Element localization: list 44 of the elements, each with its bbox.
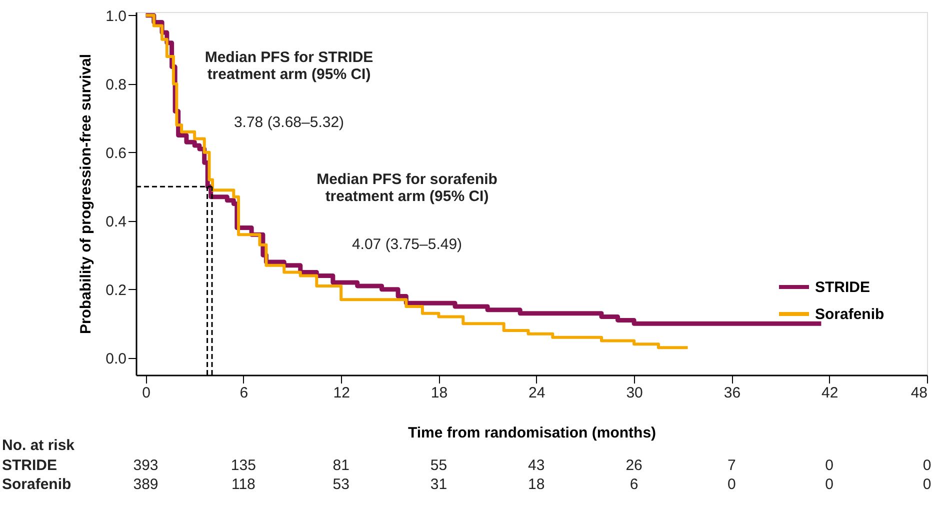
text: 81 [332, 457, 350, 474]
y-axis-title: Probability of progression-free survival [78, 54, 95, 334]
x-tick-label: 30 [626, 384, 643, 402]
text: 0 [728, 476, 736, 493]
y-tick-label: 1.0 [106, 8, 126, 25]
y-tick-label: 0.4 [106, 213, 126, 230]
annotation: Median PFS for STRIDE treatment arm (95% CI) [204, 49, 374, 83]
x-tick-label: 48 [910, 384, 928, 402]
text: 6 [630, 476, 638, 493]
x-tick-label: 42 [822, 384, 838, 402]
text: 53 [332, 476, 350, 493]
text: 389 [133, 476, 158, 493]
x-axis-title: Time from randomisation (months) [408, 424, 656, 442]
text: 118 [231, 476, 256, 493]
text: 26 [626, 457, 642, 474]
annotation: 4.07 (3.75–5.49) [352, 236, 462, 253]
x-tick-label: 24 [528, 384, 546, 402]
x-tick-label: 6 [240, 384, 248, 402]
x-tick-label: 0 [142, 384, 150, 402]
text: STRIDE [2, 457, 58, 474]
text: 0 [922, 457, 932, 474]
text: 7 [728, 457, 736, 474]
x-tick-label: 36 [724, 384, 741, 402]
text: 0 [825, 476, 834, 493]
text: 393 [133, 457, 158, 474]
text: 43 [528, 457, 545, 474]
y-tick-label: 0.8 [106, 76, 126, 94]
text: 18 [528, 476, 545, 493]
text: 0 [922, 476, 932, 493]
annotation: 3.78 (3.68–5.32) [234, 114, 344, 131]
x-tick-label: 12 [333, 384, 350, 402]
legend-label: STRIDE [815, 279, 870, 296]
y-tick-label: 0.6 [106, 144, 126, 162]
y-tick-label: 0.0 [106, 350, 126, 368]
y-tick-label: 0.2 [106, 282, 126, 299]
x-tick-label: 18 [430, 384, 448, 402]
text: 135 [230, 457, 256, 474]
legend-label: Sorafenib [815, 306, 884, 323]
text: 0 [825, 457, 834, 474]
annotation: Median PFS for sorafenib treatment arm (95% CI) [316, 171, 498, 205]
text: No. at risk [2, 437, 76, 454]
text: Sorafenib [2, 476, 72, 493]
text: 31 [430, 476, 448, 493]
text: 55 [430, 457, 448, 474]
